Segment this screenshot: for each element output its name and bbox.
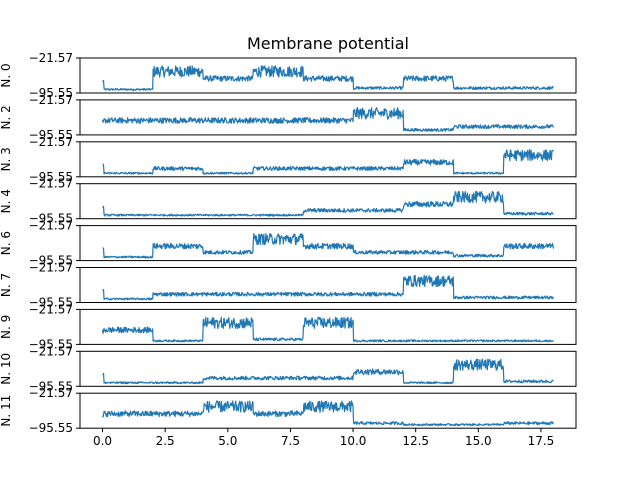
x-tick-label: 17.5 bbox=[528, 434, 555, 448]
y-tick-label: −95.55 bbox=[29, 254, 73, 268]
series-line bbox=[102, 232, 555, 259]
y-tick-label: −95.55 bbox=[29, 86, 73, 100]
x-tick-label: 5.0 bbox=[218, 434, 237, 448]
x-tick-label: 10.0 bbox=[340, 434, 367, 448]
subplot-n-0: −21.57 −95.55 N. 0 bbox=[0, 51, 577, 100]
subplot-frame bbox=[79, 225, 577, 262]
y-tick-label: −95.55 bbox=[29, 170, 73, 184]
y-tick-label: −95.55 bbox=[29, 128, 73, 142]
y-tick-label: −95.55 bbox=[29, 421, 73, 435]
subplot-n-3: −21.57 −95.55 N. 3 bbox=[0, 135, 577, 184]
y-tick-label: −21.57 bbox=[29, 135, 73, 149]
series-line bbox=[102, 190, 554, 217]
subplot-n-10: −21.57 −95.55 N. 10 bbox=[0, 344, 577, 393]
series-label: N. 3 bbox=[0, 147, 13, 171]
x-tick-label: 0.0 bbox=[93, 434, 112, 448]
subplot-panels: −21.57−95.55N. 0−21.57−95.55N. 2−21.57−9… bbox=[0, 51, 577, 435]
subplot-frame bbox=[79, 350, 577, 387]
subplot-frame bbox=[79, 141, 577, 178]
y-tick-label: −21.57 bbox=[29, 302, 73, 316]
subplot-frame bbox=[79, 57, 577, 94]
series-line bbox=[102, 358, 554, 385]
y-tick-label: −21.57 bbox=[29, 51, 73, 65]
subplot-n-2: −21.57 −95.55 N. 2 bbox=[0, 93, 577, 142]
subplot-n-4: −21.57 −95.55 N. 4 bbox=[0, 177, 577, 226]
x-axis: 0.0 2.5 5.0 7.5 10.0 12.5 15.0 17.5 bbox=[93, 428, 554, 448]
x-tick-label: 7.5 bbox=[281, 434, 300, 448]
y-tick-label: −21.57 bbox=[29, 219, 73, 233]
subplot-frame bbox=[79, 392, 577, 429]
x-tick-label: 12.5 bbox=[402, 434, 429, 448]
y-tick-label: −21.57 bbox=[29, 177, 73, 191]
series-label: N. 6 bbox=[0, 231, 13, 255]
series-label: N. 0 bbox=[0, 63, 13, 87]
y-tick-label: −21.57 bbox=[29, 93, 73, 107]
series-line bbox=[101, 400, 554, 427]
y-tick-label: −95.55 bbox=[29, 379, 73, 393]
subplot-n-11: −21.57 −95.55 N. 11 bbox=[0, 386, 577, 435]
subplot-frame bbox=[79, 308, 577, 345]
y-tick-label: −95.55 bbox=[29, 212, 73, 226]
subplot-frame bbox=[79, 183, 577, 220]
series-line bbox=[102, 274, 554, 301]
subplot-n-7: −21.57 −95.55 N. 7 bbox=[0, 261, 577, 310]
y-tick-label: −95.55 bbox=[29, 296, 73, 310]
series-line bbox=[101, 316, 554, 343]
subplot-n-6: −21.57 −95.55 N. 6 bbox=[0, 219, 577, 268]
series-line bbox=[101, 107, 555, 132]
y-tick-label: −21.57 bbox=[29, 386, 73, 400]
subplot-n-9: −21.57 −95.55 N. 9 bbox=[0, 302, 577, 351]
subplot-frame bbox=[79, 267, 577, 303]
series-label: N. 2 bbox=[0, 105, 13, 129]
x-tick-label: 15.0 bbox=[465, 434, 492, 448]
subplot-frame bbox=[79, 99, 577, 136]
y-tick-label: −95.55 bbox=[29, 337, 73, 351]
series-label: N. 9 bbox=[0, 315, 13, 339]
series-label: N. 10 bbox=[0, 353, 13, 385]
series-label: N. 7 bbox=[0, 273, 13, 297]
chart-title: Membrane potential bbox=[247, 34, 409, 53]
series-line bbox=[102, 65, 554, 91]
y-tick-label: −21.57 bbox=[29, 344, 73, 358]
series-label: N. 4 bbox=[0, 189, 13, 213]
y-tick-label: −21.57 bbox=[29, 261, 73, 275]
series-line bbox=[102, 149, 554, 175]
series-label: N. 11 bbox=[0, 395, 13, 427]
x-tick-label: 2.5 bbox=[156, 434, 175, 448]
